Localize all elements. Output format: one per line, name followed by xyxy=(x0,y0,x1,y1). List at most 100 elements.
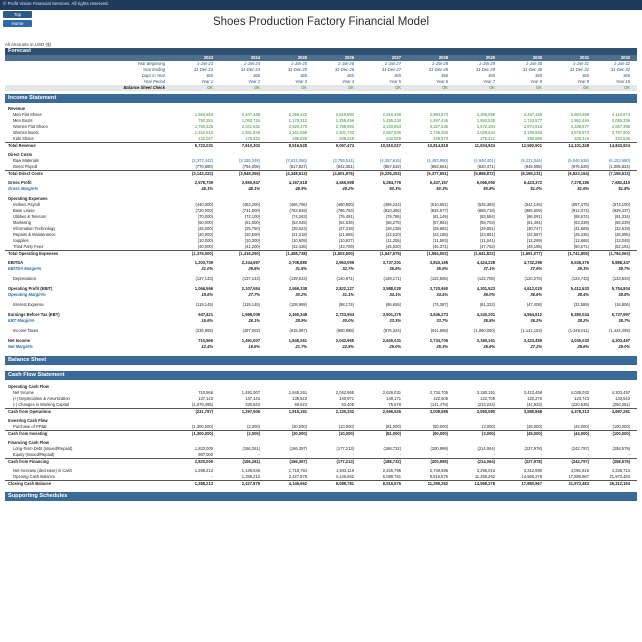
value-cell: (557,379) xyxy=(571,202,589,207)
value-cell: (21,218) xyxy=(291,232,307,237)
value-cell: (1,416,250) xyxy=(239,251,260,256)
value-cell: 3,646,273 xyxy=(429,312,448,317)
value-cell: 1,931,846 xyxy=(241,130,260,135)
table-row: Closing Cash Balance 1,288,213 2,427,878 4,… xyxy=(5,480,637,487)
value-cell: 1-Jan-23 xyxy=(196,61,213,66)
value-cell: - xyxy=(211,474,213,479)
value-cell: 38.4% xyxy=(577,292,589,297)
value-cell: - xyxy=(399,452,401,457)
value-cell: 2,244,697 xyxy=(241,260,260,265)
value-cell: 75,678 xyxy=(388,402,401,407)
value-cell: 30.0% xyxy=(342,318,354,323)
supporting-schedules-header: Supporting Schedules xyxy=(5,492,637,501)
meta-row: Year Beginning 1-Jan-23 1-Jan-24 1-Jan-25 1-… xyxy=(5,61,637,67)
value-cell: 2,820,000 xyxy=(194,459,213,464)
value-cell: 2,301,743 xyxy=(335,130,354,135)
row-label: Marketing xyxy=(13,220,31,225)
value-cell: (32,589) xyxy=(573,302,589,307)
table-row: Women Boots 1,452,516 1,931,846 2,161,888 2,… xyxy=(5,130,637,136)
value-cell: (100,000) xyxy=(612,431,630,436)
value-cell: 1,652,528 xyxy=(476,118,495,123)
value-cell: 4,378,313 xyxy=(570,409,589,414)
value-cell: (525,383) xyxy=(477,202,495,207)
value-cell: 149,171 xyxy=(386,396,401,401)
year-cell: 2032 xyxy=(620,55,630,60)
value-cell: 1,497,436 xyxy=(429,118,448,123)
value-cell: 2,341,631 xyxy=(241,124,260,129)
table-row: Repairs & Maintenance (20,000) (20,600) (21… xyxy=(5,232,637,238)
value-cell: (5,868,872) xyxy=(474,171,495,176)
value-cell: 38.2% xyxy=(577,318,589,323)
value-cell: (45,020) xyxy=(385,244,401,249)
cash-flow-header: Cash Flow Statement xyxy=(5,371,637,380)
value-cell: (786,763) xyxy=(336,208,354,213)
value-cell: 1,066,566 xyxy=(194,286,213,291)
row-label: Operating Cash Flow xyxy=(8,384,49,389)
value-cell: 31-Dec-24 xyxy=(240,67,260,72)
top-button[interactable]: Top xyxy=(3,11,32,18)
value-cell: 3,672,284 xyxy=(476,124,495,129)
row-label: Equity (Issued/Repaid) xyxy=(13,452,55,457)
value-cell: 1,491,007 xyxy=(241,390,260,395)
value-cell: 2,822,127 xyxy=(335,286,354,291)
value-cell: 947,421 xyxy=(198,312,213,317)
value-cell: (46,371) xyxy=(432,244,448,249)
value-cell: (440,000) xyxy=(195,202,213,207)
value-cell: 2,708,880 xyxy=(288,260,307,265)
table-row: Revenue xyxy=(5,106,637,112)
supporting-schedules-header-title: Supporting Schedules xyxy=(8,493,68,499)
value-cell: (220,535) xyxy=(571,402,589,407)
value-cell: 10,510,027 xyxy=(380,143,402,148)
value-cell: 5,737,997 xyxy=(611,312,630,317)
table-row: Long-Term Debt (Issued/Repaid) 1,833,000 (… xyxy=(5,446,637,452)
table-row: Net Margin% 12.4% 19.6% 21.7% 22.5% 25.0% 25.3… xyxy=(5,344,637,350)
value-cell: (214,064) xyxy=(477,459,495,464)
value-cell: 50.3% xyxy=(389,186,401,191)
row-label: Cash from Operations xyxy=(8,409,51,414)
value-cell: 1-Jan-31 xyxy=(572,61,589,66)
value-cell: (177,213) xyxy=(336,459,354,464)
value-cell: 366 xyxy=(441,73,448,78)
value-cell: 2,963,099 xyxy=(335,260,354,265)
value-cell: 51.0% xyxy=(530,186,542,191)
value-cell: (10,000) xyxy=(338,431,354,436)
value-cell: 2,994,873 xyxy=(429,112,448,117)
value-cell: 2,460,348 xyxy=(288,312,307,317)
value-cell: Year 7 xyxy=(483,79,495,84)
value-cell: (56,275) xyxy=(385,220,401,225)
value-cell: (10,000) xyxy=(338,424,354,429)
value-cell: 2,749,686 xyxy=(429,468,448,473)
value-cell: (45,000) xyxy=(526,424,542,429)
value-cell: (50,000) xyxy=(197,220,213,225)
value-cell: - xyxy=(258,452,260,457)
value-cell: 11,934,924 xyxy=(474,143,495,148)
year-row: 2023 2024 2025 2026 2027 2028 2029 2030 2031 2032 xyxy=(5,55,637,61)
value-cell: (23,881) xyxy=(479,232,495,237)
value-cell: (12,299) xyxy=(526,238,542,243)
value-cell: (920,471) xyxy=(477,164,495,169)
value-cell: 39.3% xyxy=(577,266,589,271)
value-cell: (53,045) xyxy=(291,220,307,225)
value-cell: 4,240,201 xyxy=(476,312,495,317)
value-cell: (741,600) xyxy=(242,208,260,213)
value-cell: 3,904,989 xyxy=(570,112,589,117)
value-cell: (100,000) xyxy=(612,424,630,429)
meta-row: Year Period Year 1 Year 2 Year 3 Year 4 Year … xyxy=(5,79,637,85)
table-row: Utilities & Telecom (70,000) (72,100) (74,2… xyxy=(5,214,637,220)
value-cell: 120,276 xyxy=(527,396,542,401)
value-cell: Year 1 xyxy=(201,79,213,84)
value-cell: (4,348,913) xyxy=(286,171,307,176)
value-cell: 7,610,302 xyxy=(241,143,260,148)
value-cell: 4,035,033 xyxy=(570,390,589,395)
value-cell: 21.0% xyxy=(201,266,213,271)
value-cell: 137,143 xyxy=(198,396,213,401)
value-cell: (680,988) xyxy=(336,328,354,333)
home-button[interactable]: Home xyxy=(3,20,32,27)
page-title: Shoes Production Factory Financial Model xyxy=(212,16,430,28)
value-cell: 2,789,992 xyxy=(335,124,354,129)
value-cell: (911,568) xyxy=(430,328,448,333)
value-cell: (3,759,514) xyxy=(333,158,354,163)
value-cell: (200,999) xyxy=(430,459,448,464)
row-label: Purchase of PP&E xyxy=(13,424,47,429)
row-label: Net Increase (decrease) in Cash xyxy=(13,468,72,473)
